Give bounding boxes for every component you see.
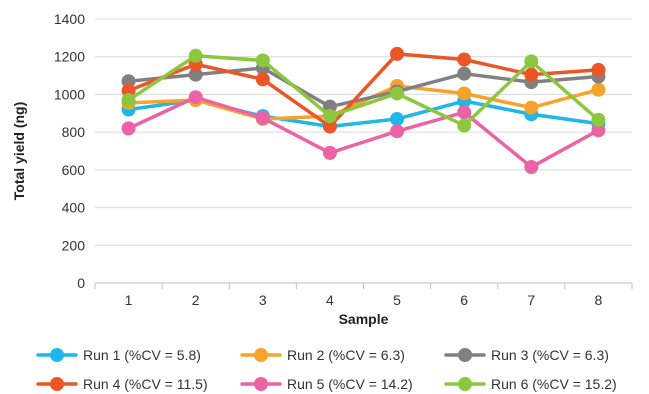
series-line (126, 66, 601, 109)
y-tick-label: 0 (77, 275, 85, 291)
y-tick-label: 800 (62, 124, 86, 140)
x-tick-label: 3 (259, 292, 267, 308)
data-point (255, 72, 270, 87)
legend-swatch-marker (458, 377, 472, 391)
data-point (322, 119, 337, 134)
data-point (390, 124, 405, 139)
legend-label: Run 2 (%CV = 6.3) (287, 347, 405, 363)
data-point (457, 105, 472, 120)
legend-swatch-marker (254, 348, 268, 362)
data-point (524, 160, 539, 175)
data-point (390, 111, 405, 126)
legend-item: Run 1 (%CV = 5.8) (36, 347, 201, 363)
legend-item: Run 4 (%CV = 11.5) (36, 376, 208, 392)
data-point (188, 90, 203, 105)
y-axis-title: Total yield (ng) (11, 102, 27, 201)
data-point (524, 100, 539, 115)
series-line (126, 54, 601, 128)
x-tick-label: 8 (595, 292, 603, 308)
data-point (188, 48, 203, 63)
series-run-6 (121, 48, 606, 133)
data-point (457, 118, 472, 133)
series-lines (121, 46, 606, 175)
data-point (591, 82, 606, 97)
data-point (188, 67, 203, 82)
data-point (524, 67, 539, 82)
x-tick-label: 5 (393, 292, 401, 308)
series-run-5 (121, 90, 606, 175)
series-line (126, 84, 601, 121)
y-tick-label: 1400 (54, 11, 85, 27)
axes: 0 200 400 600 800 1000 1200 1400 1 2 3 4 5 6 7 8 (54, 11, 633, 308)
legend-label: Run 5 (%CV = 14.2) (287, 376, 413, 392)
legend-item: Run 5 (%CV = 14.2) (240, 376, 413, 392)
legend-item: Run 6 (%CV = 15.2) (444, 376, 617, 392)
data-point (390, 86, 405, 101)
y-tick-label: 600 (62, 162, 86, 178)
y-tick-label: 400 (62, 200, 86, 216)
legend-item: Run 3 (%CV = 6.3) (444, 347, 609, 363)
x-tick-label: 6 (460, 292, 468, 308)
data-point (255, 111, 270, 125)
legend-swatch-marker (458, 348, 472, 362)
legend-label: Run 1 (%CV = 5.8) (83, 347, 201, 363)
legend-label: Run 6 (%CV = 15.2) (491, 376, 617, 392)
legend-label: Run 3 (%CV = 6.3) (491, 347, 609, 363)
data-point (457, 52, 472, 67)
y-tick-label: 1200 (54, 49, 85, 65)
legend: Run 1 (%CV = 5.8) Run 2 (%CV = 6.3) Run 3 … (36, 347, 617, 392)
data-point (390, 46, 405, 61)
series-line (126, 95, 601, 169)
data-point (524, 54, 539, 69)
legend-swatch-marker (50, 377, 64, 391)
data-point (457, 66, 472, 81)
data-point (591, 112, 606, 127)
x-tick-label: 4 (326, 292, 334, 308)
data-point (322, 109, 337, 124)
x-axis-title: Sample (339, 311, 389, 327)
data-point (591, 62, 606, 77)
data-point (457, 86, 472, 101)
y-tick-label: 200 (62, 237, 86, 253)
data-point (255, 53, 270, 68)
data-point (121, 121, 136, 136)
legend-swatch-marker (50, 348, 64, 362)
data-point (322, 145, 337, 160)
gridlines (95, 18, 632, 246)
y-tick-label: 1000 (54, 86, 85, 102)
x-tick-label: 7 (527, 292, 535, 308)
legend-label: Run 4 (%CV = 11.5) (83, 376, 208, 392)
data-point (591, 123, 606, 138)
data-point (121, 93, 136, 108)
legend-item: Run 2 (%CV = 6.3) (240, 347, 405, 363)
legend-swatch-marker (254, 377, 268, 391)
x-tick-label: 2 (192, 292, 200, 308)
x-tick-label: 1 (125, 292, 133, 308)
